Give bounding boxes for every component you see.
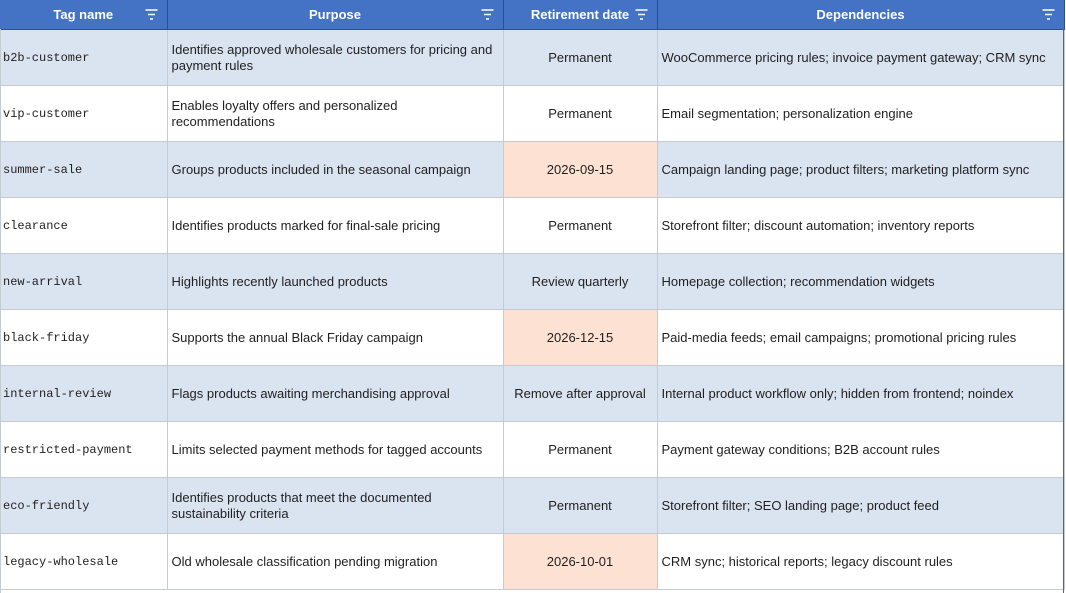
retirement-date-cell[interactable]: Review quarterly <box>503 253 658 310</box>
table-row: internal-review Flags products awaiting … <box>0 365 1065 422</box>
retirement-date-cell[interactable]: Permanent <box>503 85 658 142</box>
dependencies-cell[interactable]: Paid-media feeds; email campaigns; promo… <box>657 309 1065 366</box>
column-header-label: Dependencies <box>816 7 905 22</box>
tag-name-cell[interactable]: new-arrival <box>0 253 168 310</box>
tag-name-cell[interactable]: legacy-wholesale <box>0 533 168 590</box>
retirement-date-cell[interactable]: Permanent <box>503 197 658 254</box>
tag-name-cell[interactable]: b2b-customer <box>0 29 168 86</box>
dependencies-cell[interactable]: Email segmentation; personalization engi… <box>657 85 1065 142</box>
retirement-date-cell[interactable]: Remove after approval <box>503 365 658 422</box>
tag-name-cell[interactable]: restricted-payment <box>0 421 168 478</box>
dependencies-cell[interactable]: CRM sync; historical reports; legacy dis… <box>657 533 1065 590</box>
table-row: eco-friendly Identifies products that me… <box>0 477 1065 534</box>
dependencies-cell[interactable]: Internal product workflow only; hidden f… <box>657 365 1065 422</box>
retirement-date-cell[interactable]: 2026-10-01 <box>503 533 658 590</box>
dependencies-cell[interactable]: WooCommerce pricing rules; invoice payme… <box>657 29 1065 86</box>
purpose-cell[interactable]: Groups products included in the seasonal… <box>167 141 504 198</box>
table-row: summer-sale Groups products included in … <box>0 141 1065 198</box>
header-row: Tag name Purpose Retirement date <box>0 0 1065 30</box>
purpose-cell[interactable]: Identifies products marked for final-sal… <box>167 197 504 254</box>
table-row: clearance Identifies products marked for… <box>0 197 1065 254</box>
purpose-cell[interactable]: Enables loyalty offers and personalized … <box>167 85 504 142</box>
retirement-date-cell[interactable]: 2026-09-15 <box>503 141 658 198</box>
purpose-cell[interactable]: Flags products awaiting merchandising ap… <box>167 365 504 422</box>
purpose-cell[interactable]: Highlights recently launched products <box>167 253 504 310</box>
column-header-label: Purpose <box>308 7 361 22</box>
tag-name-cell[interactable]: clearance <box>0 197 168 254</box>
purpose-cell[interactable]: Limits selected payment methods for tagg… <box>167 421 504 478</box>
purpose-cell[interactable]: Identifies approved wholesale customers … <box>167 29 504 86</box>
filter-icon[interactable] <box>145 8 158 21</box>
table-row: restricted-payment Limits selected payme… <box>0 421 1065 478</box>
column-header-label: Tag name <box>53 7 114 22</box>
table-row: b2b-customer Identifies approved wholesa… <box>0 29 1065 86</box>
column-header-label: Retirement date <box>530 7 630 22</box>
filter-icon[interactable] <box>1042 8 1055 21</box>
dependencies-cell[interactable]: Payment gateway conditions; B2B account … <box>657 421 1065 478</box>
column-header-retirement-date[interactable]: Retirement date <box>503 0 658 30</box>
filter-icon[interactable] <box>635 8 648 21</box>
column-header-tag-name[interactable]: Tag name <box>0 0 168 30</box>
table-row: black-friday Supports the annual Black F… <box>0 309 1065 366</box>
retirement-date-cell[interactable]: Permanent <box>503 477 658 534</box>
table-row: new-arrival Highlights recently launched… <box>0 253 1065 310</box>
retirement-date-cell[interactable]: Permanent <box>503 421 658 478</box>
retirement-date-cell[interactable]: Permanent <box>503 29 658 86</box>
tag-name-cell[interactable]: eco-friendly <box>0 477 168 534</box>
grid-border-right <box>1063 29 1064 593</box>
dependencies-cell[interactable]: Storefront filter; discount automation; … <box>657 197 1065 254</box>
dependencies-cell[interactable]: Campaign landing page; product filters; … <box>657 141 1065 198</box>
filter-icon[interactable] <box>481 8 494 21</box>
column-header-dependencies[interactable]: Dependencies <box>657 0 1065 30</box>
purpose-cell[interactable]: Supports the annual Black Friday campaig… <box>167 309 504 366</box>
retirement-date-cell[interactable]: 2026-12-15 <box>503 309 658 366</box>
column-header-purpose[interactable]: Purpose <box>167 0 504 30</box>
table-row: legacy-wholesale Old wholesale classific… <box>0 533 1065 590</box>
table-row: vip-customer Enables loyalty offers and … <box>0 85 1065 142</box>
purpose-cell[interactable]: Old wholesale classification pending mig… <box>167 533 504 590</box>
tag-name-cell[interactable]: vip-customer <box>0 85 168 142</box>
tag-name-cell[interactable]: black-friday <box>0 309 168 366</box>
purpose-cell[interactable]: Identifies products that meet the docume… <box>167 477 504 534</box>
tag-name-cell[interactable]: summer-sale <box>0 141 168 198</box>
tag-name-cell[interactable]: internal-review <box>0 365 168 422</box>
dependencies-cell[interactable]: Homepage collection; recommendation widg… <box>657 253 1065 310</box>
grid-border-left <box>0 29 1 593</box>
dependencies-cell[interactable]: Storefront filter; SEO landing page; pro… <box>657 477 1065 534</box>
